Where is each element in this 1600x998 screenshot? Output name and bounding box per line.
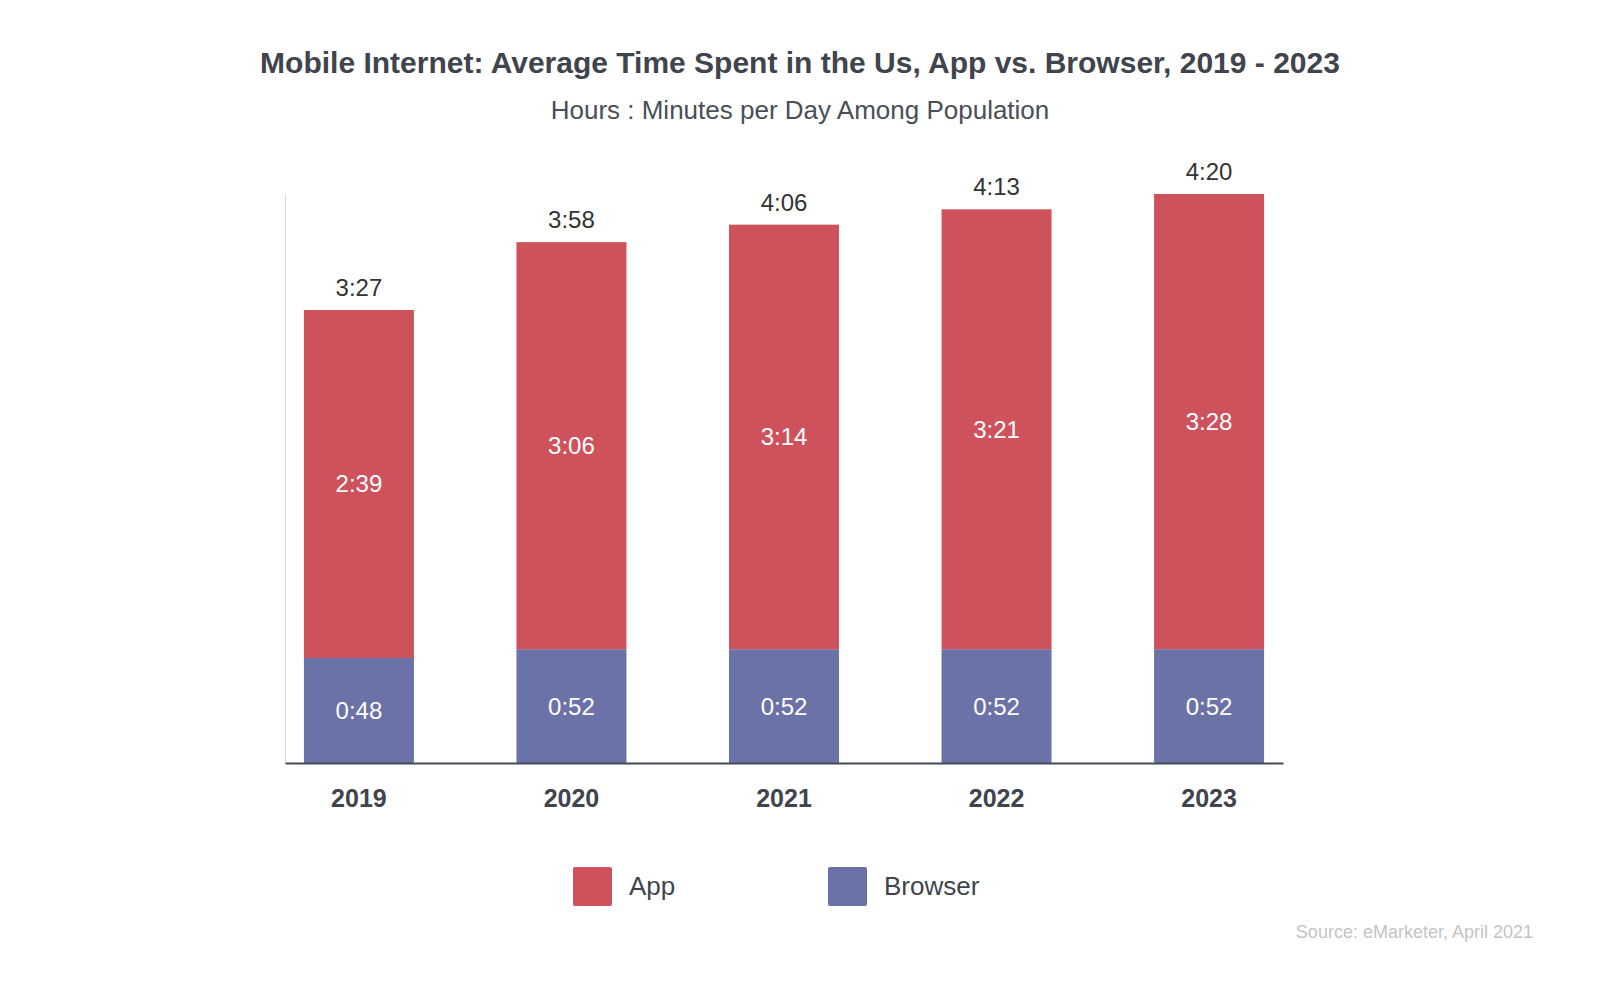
bar-segment bbox=[729, 649, 839, 763]
bar-segment bbox=[304, 658, 414, 763]
y-axis-line bbox=[285, 195, 286, 764]
bar-segment bbox=[516, 242, 626, 649]
data-label: 3:06 bbox=[548, 432, 595, 459]
x-tick-label: 2022 bbox=[969, 784, 1025, 812]
bar-segment bbox=[516, 649, 626, 763]
x-tick: 2020 bbox=[544, 763, 600, 812]
x-tick: 2022 bbox=[969, 763, 1025, 812]
bar-segment bbox=[1154, 194, 1264, 649]
source: Source: eMarketer, April 2021 bbox=[1296, 922, 1533, 942]
legend-swatch bbox=[828, 867, 867, 906]
chart: Mobile Internet: Average Time Spent in t… bbox=[0, 0, 1600, 998]
total-label: 4:20 bbox=[1186, 158, 1233, 185]
data-label: 0:52 bbox=[761, 693, 808, 720]
x-tick-label: 2021 bbox=[756, 784, 812, 812]
x-tick: 2023 bbox=[1181, 763, 1237, 812]
legend-swatch bbox=[573, 867, 612, 906]
y-axis bbox=[285, 195, 286, 764]
data-label: 0:52 bbox=[548, 693, 595, 720]
subtitle: Hours : Minutes per Day Among Population bbox=[551, 95, 1050, 125]
bar-segment bbox=[942, 209, 1052, 649]
x-axis-line bbox=[286, 763, 1284, 765]
x-tick-label: 2019 bbox=[331, 784, 387, 812]
data-label: 3:28 bbox=[1186, 408, 1233, 435]
data-label: 0:48 bbox=[336, 697, 383, 724]
data-label: 3:21 bbox=[973, 416, 1020, 443]
total-label: 3:27 bbox=[336, 274, 383, 301]
x-tick: 2019 bbox=[331, 763, 387, 812]
legend: App Browser bbox=[573, 867, 980, 906]
x-tick-label: 2020 bbox=[544, 784, 600, 812]
bar-segment bbox=[1154, 649, 1264, 763]
total-label: 4:13 bbox=[973, 173, 1020, 200]
x-tick: 2021 bbox=[756, 763, 812, 812]
bar-segment bbox=[304, 310, 414, 658]
legend-label: App bbox=[629, 871, 675, 901]
data-label: 3:14 bbox=[761, 423, 808, 450]
bars bbox=[304, 194, 1264, 763]
data-label: 0:52 bbox=[973, 693, 1020, 720]
bar-segment bbox=[942, 649, 1052, 763]
bar-segment bbox=[729, 225, 839, 650]
data-labels: 0:48 2:39 3:27 0:52 3:06 3:58 0:52 3:14 4:06 0:52… bbox=[336, 158, 1233, 724]
total-label: 4:06 bbox=[761, 189, 808, 216]
x-tick-label: 2023 bbox=[1181, 784, 1237, 812]
data-label: 0:52 bbox=[1186, 693, 1233, 720]
data-label: 2:39 bbox=[336, 470, 383, 497]
total-label: 3:58 bbox=[548, 206, 595, 233]
title: Mobile Internet: Average Time Spent in t… bbox=[260, 46, 1340, 79]
x-axis: 2019 2020 2021 2022 2023 bbox=[286, 763, 1284, 812]
legend-label: Browser bbox=[884, 871, 980, 901]
